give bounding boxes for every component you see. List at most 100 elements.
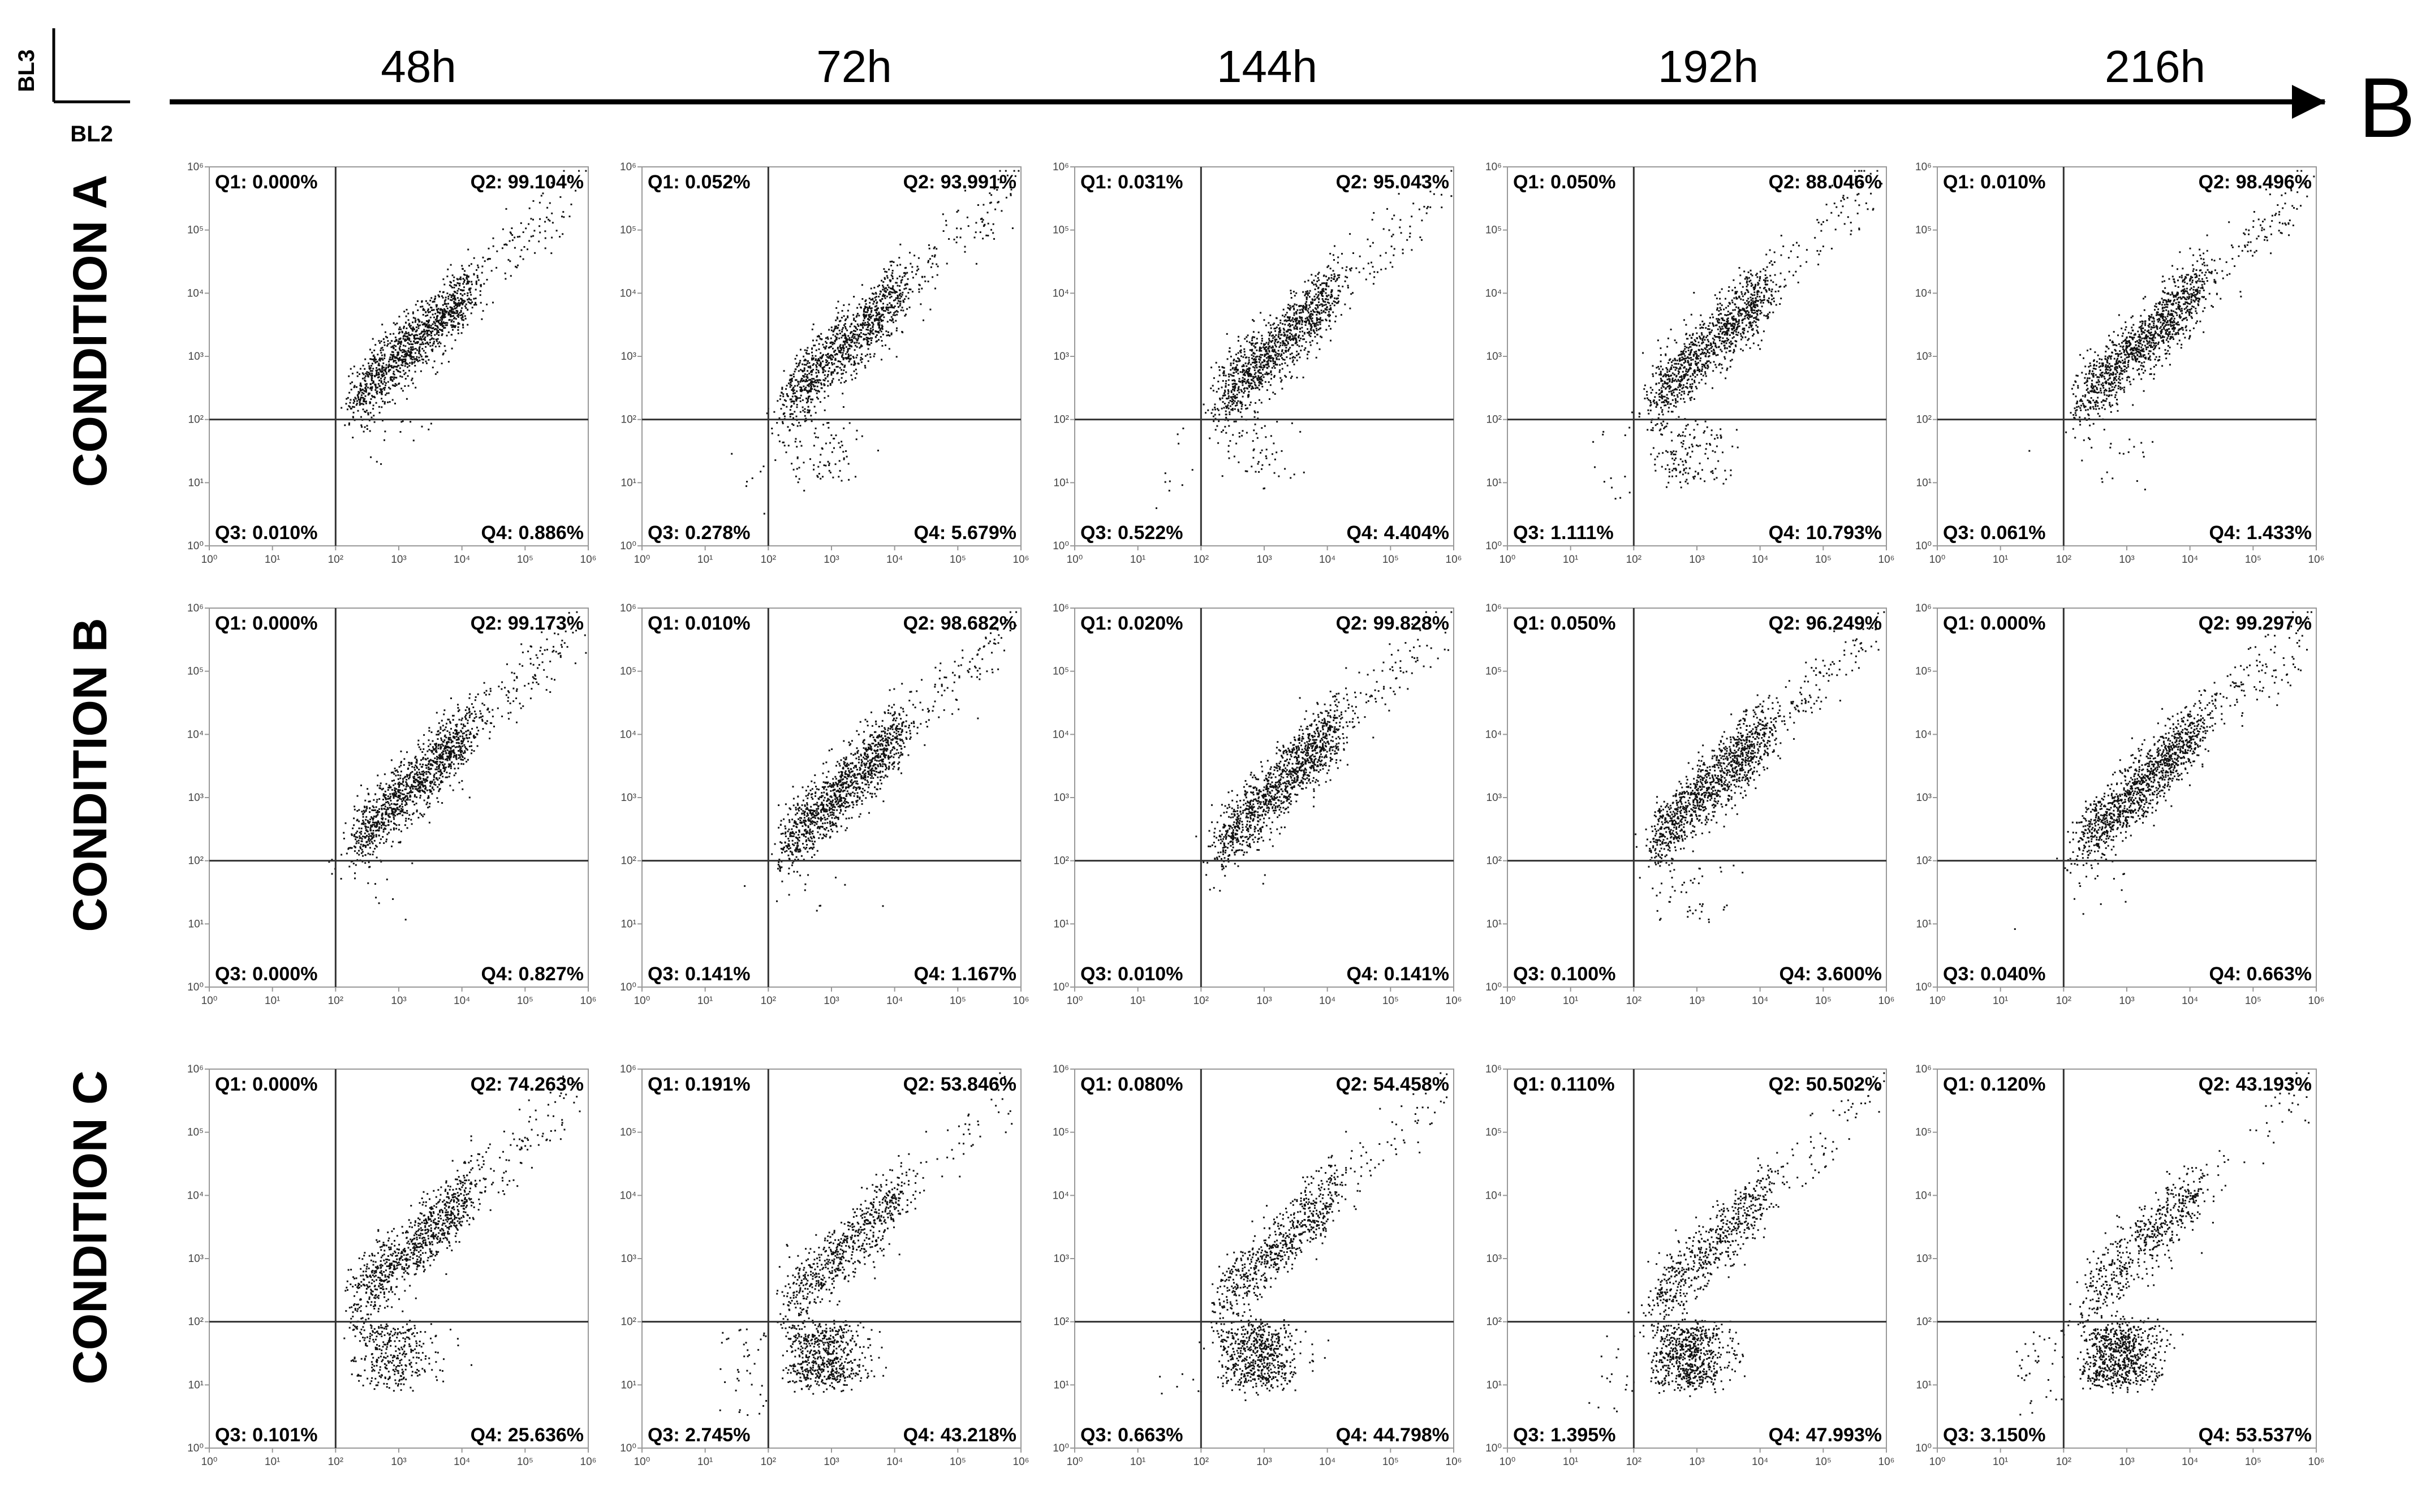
quadrant-q2-label: Q2: 99.173% xyxy=(471,613,584,634)
x-tick-label: 10¹ xyxy=(1130,995,1145,1007)
x-tick-label: 10⁰ xyxy=(1929,554,1946,566)
quadrant-q3-label: Q3: 0.101% xyxy=(215,1424,317,1446)
x-tick-label: 10¹ xyxy=(1563,1456,1578,1468)
y-tick-label: 10⁵ xyxy=(1485,225,1502,236)
y-tick-label: 10⁵ xyxy=(1915,225,1932,236)
x-tick-label: 10⁵ xyxy=(1815,554,1832,566)
y-tick-label: 10⁵ xyxy=(187,1127,204,1139)
y-tick-label: 10³ xyxy=(621,1253,636,1265)
x-tick-label: 10⁶ xyxy=(1446,554,1462,566)
quadrant-q3-label: Q3: 0.278% xyxy=(648,522,750,544)
timepoint-label: 72h xyxy=(816,41,891,92)
y-tick-label: 10⁶ xyxy=(1485,1063,1502,1075)
y-tick-label: 10¹ xyxy=(621,477,636,489)
x-tick-label: 10² xyxy=(2056,1456,2071,1468)
x-tick-label: 10¹ xyxy=(265,1456,280,1468)
y-tick-label: 10⁴ xyxy=(1915,1190,1932,1201)
quadrant-q4-label: Q4: 43.218% xyxy=(903,1424,1016,1446)
quadrant-q4-label: Q4: 47.993% xyxy=(1769,1424,1882,1446)
y-tick-label: 10⁴ xyxy=(1485,287,1502,299)
x-tick-label: 10⁰ xyxy=(1499,554,1516,566)
x-tick-label: 10⁵ xyxy=(1382,995,1399,1007)
x-tick-label: 10³ xyxy=(391,554,406,566)
y-tick-label: 10⁴ xyxy=(187,287,204,299)
y-tick-label: 10⁶ xyxy=(1915,602,1932,614)
quadrant-q4-label: Q4: 0.886% xyxy=(481,522,584,544)
y-tick-label: 10⁵ xyxy=(620,225,636,236)
quadrant-q1-label: Q1: 0.080% xyxy=(1080,1074,1183,1095)
quadrant-q2-label: Q2: 88.046% xyxy=(1769,171,1882,193)
plot-frame xyxy=(209,166,589,546)
y-tick-label: 10⁶ xyxy=(1485,161,1502,173)
x-tick-label: 10¹ xyxy=(1563,995,1578,1007)
y-tick-label: 10⁵ xyxy=(1053,1127,1069,1139)
axis-key-x-label: BL2 xyxy=(70,122,113,147)
y-tick-label: 10² xyxy=(188,414,204,426)
y-tick-label: 10⁵ xyxy=(1915,666,1932,678)
quadrant-q3-label: Q3: 0.522% xyxy=(1080,522,1183,544)
x-tick-label: 10¹ xyxy=(1130,1456,1145,1468)
cell-events xyxy=(341,170,587,465)
x-tick-label: 10² xyxy=(1626,554,1641,566)
y-tick-label: 10⁰ xyxy=(620,981,636,993)
y-tick-label: 10⁴ xyxy=(187,1190,204,1201)
cell-events xyxy=(2016,1072,2310,1416)
x-tick-label: 10⁴ xyxy=(2182,554,2198,566)
quadrant-q2-label: Q2: 99.297% xyxy=(2199,613,2312,634)
y-tick-label: 10⁰ xyxy=(1915,540,1932,552)
y-tick-label: 10⁵ xyxy=(187,666,204,678)
scatter-panel: 10⁰ 10¹ 10² 10³ 10⁴ 10⁵ 10⁶ 10⁰ 10¹ 10² 10³ 10⁴ 10⁵ 1… xyxy=(620,1063,1029,1468)
quadrant-q4-label: Q4: 1.433% xyxy=(2209,522,2312,544)
x-tick-label: 10⁴ xyxy=(454,995,470,1007)
y-tick-label: 10⁵ xyxy=(620,666,636,678)
scatter-panel: 10⁰ 10¹ 10² 10³ 10⁴ 10⁵ 10⁶ 10⁰ 10¹ 10² 10³ 10⁴ 10⁵ 1… xyxy=(620,602,1029,1007)
quadrant-q4-label: Q4: 10.793% xyxy=(1769,522,1882,544)
x-tick-label: 10⁶ xyxy=(580,554,597,566)
x-tick-label: 10⁵ xyxy=(950,995,966,1007)
x-tick-label: 10⁴ xyxy=(886,995,903,1007)
x-tick-label: 10¹ xyxy=(1993,995,2008,1007)
quadrant-q1-label: Q1: 0.191% xyxy=(648,1074,750,1095)
y-tick-label: 10⁵ xyxy=(1485,1127,1502,1139)
quadrant-q4-label: Q4: 25.636% xyxy=(471,1424,584,1446)
x-tick-label: 10⁵ xyxy=(1382,554,1399,566)
x-tick-label: 10⁶ xyxy=(1013,995,1029,1007)
y-tick-label: 10¹ xyxy=(1054,477,1069,489)
quadrant-q4-label: Q4: 1.167% xyxy=(914,963,1016,985)
x-tick-label: 10² xyxy=(1626,1456,1641,1468)
cell-events xyxy=(719,1072,1013,1416)
y-tick-label: 10⁰ xyxy=(620,1442,636,1454)
y-tick-label: 10¹ xyxy=(1916,1379,1932,1391)
quadrant-q3-label: Q3: 0.061% xyxy=(1943,522,2045,544)
y-tick-label: 10⁵ xyxy=(1053,225,1069,236)
x-tick-label: 10⁰ xyxy=(634,554,650,566)
quadrant-q1-label: Q1: 0.010% xyxy=(648,613,750,634)
x-tick-label: 10⁵ xyxy=(1815,1456,1832,1468)
y-tick-label: 10⁰ xyxy=(620,540,636,552)
y-tick-label: 10⁶ xyxy=(1053,602,1069,614)
x-tick-label: 10⁰ xyxy=(1499,1456,1516,1468)
x-tick-label: 10¹ xyxy=(697,995,713,1007)
y-tick-label: 10⁶ xyxy=(620,161,636,173)
quadrant-q2-label: Q2: 54.458% xyxy=(1336,1074,1449,1095)
y-tick-label: 10³ xyxy=(188,351,204,363)
x-tick-label: 10² xyxy=(1193,554,1209,566)
x-tick-label: 10¹ xyxy=(1993,1456,2008,1468)
x-tick-label: 10⁶ xyxy=(2308,1456,2325,1468)
y-tick-label: 10³ xyxy=(1486,792,1502,804)
x-tick-label: 10² xyxy=(328,995,343,1007)
y-tick-label: 10⁰ xyxy=(1915,981,1932,993)
x-tick-label: 10⁶ xyxy=(1013,1456,1029,1468)
quadrant-q4-label: Q4: 44.798% xyxy=(1336,1424,1449,1446)
scatter-panel: 10⁰ 10¹ 10² 10³ 10⁴ 10⁵ 10⁶ 10⁰ 10¹ 10² 10³ 10⁴ 10⁵ 1… xyxy=(1485,602,1895,1007)
y-tick-label: 10¹ xyxy=(1486,477,1502,489)
y-tick-label: 10⁴ xyxy=(620,287,636,299)
y-tick-label: 10⁰ xyxy=(1053,981,1069,993)
x-tick-label: 10⁴ xyxy=(886,1456,903,1468)
scatter-panel: 10⁰ 10¹ 10² 10³ 10⁴ 10⁵ 10⁶ 10⁰ 10¹ 10² 10³ 10⁴ 10⁵ 1… xyxy=(1485,1063,1895,1468)
x-tick-label: 10³ xyxy=(2119,995,2134,1007)
timepoint-label: 48h xyxy=(381,41,456,92)
quadrant-q3-label: Q3: 0.010% xyxy=(1080,963,1183,985)
y-tick-label: 10² xyxy=(1916,855,1932,867)
